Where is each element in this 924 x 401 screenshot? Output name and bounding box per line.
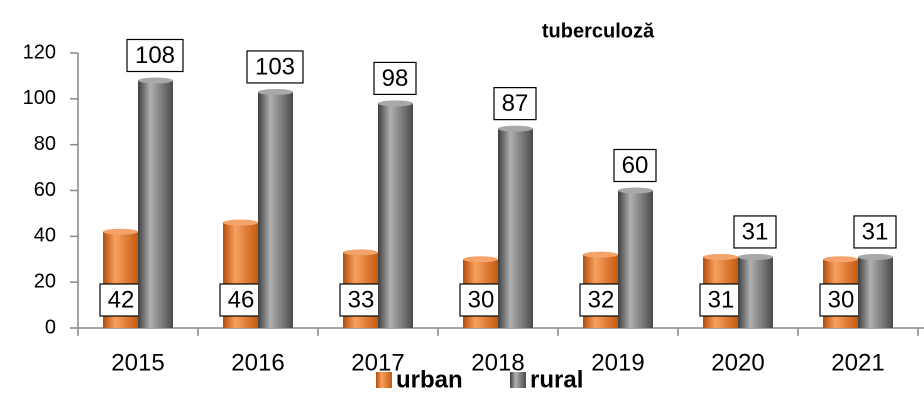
chart-title: tuberculoză xyxy=(542,20,655,42)
label-box xyxy=(493,87,537,121)
label-box xyxy=(459,283,503,317)
bar-top xyxy=(618,187,653,194)
label-box xyxy=(853,215,897,249)
x-tick-label: 2016 xyxy=(231,349,284,376)
data-label: 98 xyxy=(382,65,409,92)
label-box xyxy=(819,283,863,317)
bar-top xyxy=(223,219,258,226)
y-tick-label: 40 xyxy=(34,225,56,247)
label-box xyxy=(219,283,263,317)
x-tick-label: 2018 xyxy=(471,349,524,376)
label-box xyxy=(246,50,304,84)
data-label: 33 xyxy=(348,286,375,313)
legend-label: rural xyxy=(530,366,583,393)
label-box xyxy=(339,283,383,317)
bar-top xyxy=(378,100,413,107)
label-box xyxy=(699,283,743,317)
bar-top xyxy=(738,253,773,260)
data-label: 31 xyxy=(708,286,735,313)
legend-swatch xyxy=(510,372,526,388)
bar xyxy=(618,190,653,328)
label-box xyxy=(579,283,623,317)
x-tick-label: 2015 xyxy=(111,349,164,376)
y-tick-label: 20 xyxy=(34,270,56,292)
bar xyxy=(498,128,533,328)
bar-top xyxy=(498,125,533,132)
data-label: 46 xyxy=(228,286,255,313)
label-box xyxy=(733,215,777,249)
data-label: 30 xyxy=(828,286,855,313)
label-box xyxy=(373,61,417,96)
bar-top xyxy=(343,249,378,256)
x-tick-label: 2017 xyxy=(351,349,404,376)
data-label: 42 xyxy=(108,286,135,313)
bar-top xyxy=(463,256,498,263)
data-label: 31 xyxy=(742,218,769,245)
bar-top xyxy=(583,251,618,258)
bar-top xyxy=(138,77,173,84)
label-box xyxy=(126,38,184,73)
data-label: 108 xyxy=(135,42,175,69)
data-label: 31 xyxy=(862,218,889,245)
y-tick-label: 100 xyxy=(23,87,56,109)
x-tick-label: 2020 xyxy=(711,349,764,376)
bar xyxy=(858,256,893,328)
data-label: 60 xyxy=(622,152,649,179)
x-tick-label: 2019 xyxy=(591,349,644,376)
bar xyxy=(738,256,773,328)
bar-top xyxy=(103,228,138,235)
bar-top xyxy=(858,253,893,260)
bar-top xyxy=(258,88,293,95)
x-tick-label: 2021 xyxy=(831,349,884,376)
label-box xyxy=(99,283,143,317)
legend-label: urban xyxy=(396,366,463,393)
data-label: 30 xyxy=(468,286,495,313)
data-label: 32 xyxy=(588,286,615,313)
bar-top xyxy=(703,253,738,260)
data-label: 103 xyxy=(255,53,295,80)
y-tick-label: 120 xyxy=(23,41,56,63)
bar xyxy=(138,80,173,328)
label-box xyxy=(613,148,657,183)
bar-top xyxy=(823,256,858,263)
y-tick-label: 80 xyxy=(34,133,56,155)
y-tick-label: 60 xyxy=(34,179,56,201)
legend-swatch xyxy=(376,372,392,388)
bar xyxy=(258,91,293,328)
bar xyxy=(378,103,413,329)
y-tick-label: 0 xyxy=(45,316,56,338)
data-label: 87 xyxy=(502,90,529,117)
